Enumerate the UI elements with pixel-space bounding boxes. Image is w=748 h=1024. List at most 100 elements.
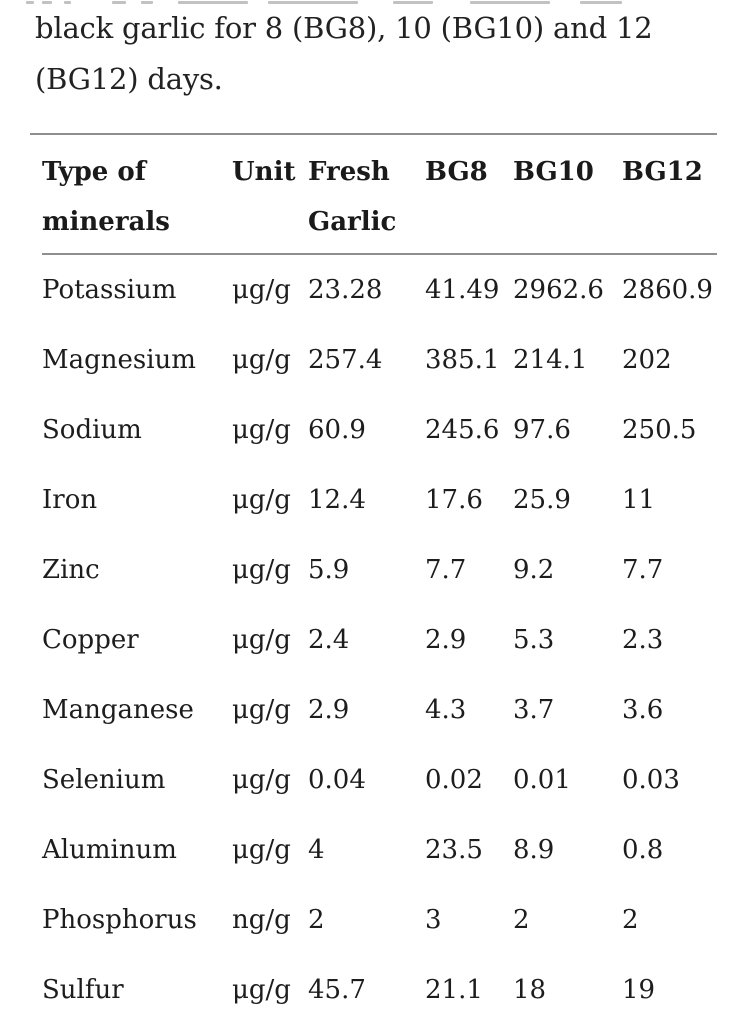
bg10-value: 0.01: [513, 765, 571, 795]
bg10-value: 3.7: [513, 695, 555, 725]
header-bg8: BG8: [425, 157, 488, 187]
mineral-name: Iron: [42, 485, 98, 515]
text-fragment: [178, 1, 248, 4]
table-row-zinc: Zinc μg/g 5.9 7.7 9.2 7.7: [42, 535, 717, 605]
fresh-garlic-value: 2.9: [308, 695, 350, 725]
fresh-garlic-value: 2: [308, 905, 325, 935]
mineral-name: Zinc: [42, 555, 100, 585]
table-row-phosphorus: Phosphorus ng/g 2 3 2 2: [42, 885, 717, 955]
table-row-sulfur: Sulfur μg/g 45.7 21.1 18 19: [42, 955, 717, 1024]
header-bg12: BG12: [622, 157, 703, 187]
fresh-garlic-value: 0.04: [308, 765, 366, 795]
text-fragment: [393, 1, 433, 4]
text-fragment: [112, 1, 126, 4]
bg12-value: 3.6: [622, 695, 664, 725]
bg8-value: 0.02: [425, 765, 483, 795]
mineral-name: Sodium: [42, 415, 142, 445]
bg8-value: 4.3: [425, 695, 467, 725]
bg10-value: 18: [513, 975, 547, 1005]
table-header-row: Type of minerals Unit Fresh Garlic BG8 B…: [42, 135, 717, 255]
header-bg10: BG10: [513, 157, 594, 187]
table-caption: black garlic for 8 (BG8), 10 (BG10) and …: [35, 3, 715, 105]
fresh-garlic-value: 23.28: [308, 275, 383, 305]
text-fragment: [64, 1, 71, 4]
table-row-selenium: Selenium μg/g 0.04 0.02 0.01 0.03: [42, 745, 717, 815]
table-row-potassium: Potassium μg/g 23.28 41.49 2962.6 2860.9: [42, 255, 717, 325]
bg12-value: 2: [622, 905, 639, 935]
bg8-value: 3: [425, 905, 442, 935]
fresh-garlic-value: 2.4: [308, 625, 350, 655]
header-unit: Unit: [232, 157, 296, 187]
fresh-garlic-value: 5.9: [308, 555, 350, 585]
bg8-value: 21.1: [425, 975, 483, 1005]
mineral-name: Potassium: [42, 275, 177, 305]
fresh-garlic-value: 45.7: [308, 975, 366, 1005]
mineral-name: Copper: [42, 625, 139, 655]
mineral-name: Aluminum: [42, 835, 177, 865]
unit-value: μg/g: [232, 555, 291, 585]
bg12-value: 250.5: [622, 415, 697, 445]
bg10-value: 25.9: [513, 485, 571, 515]
bg10-value: 2962.6: [513, 275, 604, 305]
unit-value: μg/g: [232, 695, 291, 725]
table-row-aluminum: Aluminum μg/g 4 23.5 8.9 0.8: [42, 815, 717, 885]
caption-line-1: black garlic for 8 (BG8), 10 (BG10) and …: [35, 11, 653, 45]
unit-value: μg/g: [232, 625, 291, 655]
bg8-value: 7.7: [425, 555, 467, 585]
table-row-sodium: Sodium μg/g 60.9 245.6 97.6 250.5: [42, 395, 717, 465]
text-fragment: [470, 1, 550, 4]
unit-value: μg/g: [232, 835, 291, 865]
caption-line-2: (BG12) days.: [35, 62, 223, 96]
bg10-value: 5.3: [513, 625, 555, 655]
bg12-value: 2860.9: [622, 275, 713, 305]
text-fragment: [268, 1, 358, 4]
bg8-value: 23.5: [425, 835, 483, 865]
unit-value: μg/g: [232, 975, 291, 1005]
minerals-table: Type of minerals Unit Fresh Garlic BG8 B…: [30, 133, 717, 1024]
cropped-previous-line: [0, 0, 748, 5]
bg12-value: 7.7: [622, 555, 664, 585]
header-fresh-garlic: Fresh Garlic: [308, 157, 397, 237]
text-fragment: [26, 1, 34, 4]
unit-value: μg/g: [232, 415, 291, 445]
fresh-garlic-value: 4: [308, 835, 325, 865]
bg12-value: 2.3: [622, 625, 664, 655]
table-row-iron: Iron μg/g 12.4 17.6 25.9 11: [42, 465, 717, 535]
mineral-name: Manganese: [42, 695, 194, 725]
bg10-value: 2: [513, 905, 530, 935]
bg10-value: 97.6: [513, 415, 571, 445]
unit-value: μg/g: [232, 765, 291, 795]
text-fragment: [580, 1, 622, 4]
text-fragment: [42, 1, 52, 4]
bg12-value: 0.03: [622, 765, 680, 795]
bg10-value: 9.2: [513, 555, 555, 585]
fresh-garlic-value: 257.4: [308, 345, 383, 375]
mineral-name: Phosphorus: [42, 905, 197, 935]
fresh-garlic-value: 12.4: [308, 485, 366, 515]
bg12-value: 11: [622, 485, 656, 515]
mineral-name: Selenium: [42, 765, 166, 795]
table-row-manganese: Manganese μg/g 2.9 4.3 3.7 3.6: [42, 675, 717, 745]
header-type-of-minerals: Type of minerals: [42, 157, 170, 237]
fresh-garlic-value: 60.9: [308, 415, 366, 445]
bg8-value: 385.1: [425, 345, 500, 375]
bg12-value: 202: [622, 345, 672, 375]
bg8-value: 2.9: [425, 625, 467, 655]
bg8-value: 41.49: [425, 275, 500, 305]
mineral-name: Sulfur: [42, 975, 124, 1005]
unit-value: ng/g: [232, 905, 291, 935]
unit-value: μg/g: [232, 275, 291, 305]
bg10-value: 214.1: [513, 345, 588, 375]
unit-value: μg/g: [232, 485, 291, 515]
text-fragment: [141, 1, 153, 4]
bg10-value: 8.9: [513, 835, 555, 865]
bg12-value: 0.8: [622, 835, 664, 865]
mineral-name: Magnesium: [42, 345, 196, 375]
bg12-value: 19: [622, 975, 656, 1005]
table-row-magnesium: Magnesium μg/g 257.4 385.1 214.1 202: [42, 325, 717, 395]
bg8-value: 17.6: [425, 485, 483, 515]
bg8-value: 245.6: [425, 415, 500, 445]
table-row-copper: Copper μg/g 2.4 2.9 5.3 2.3: [42, 605, 717, 675]
unit-value: μg/g: [232, 345, 291, 375]
